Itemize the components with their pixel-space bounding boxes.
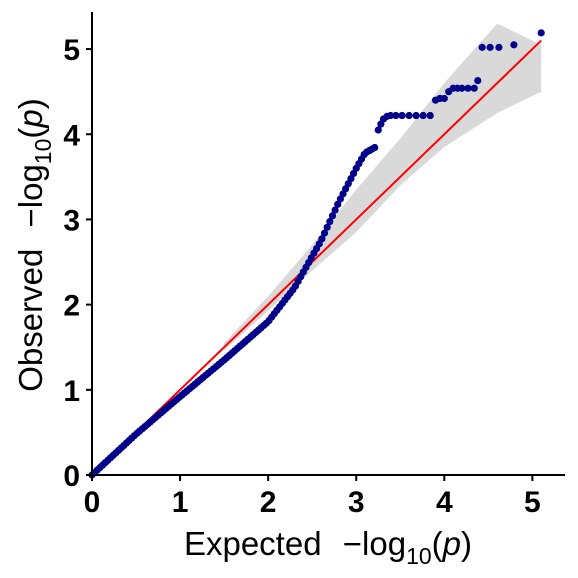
y-axis-title-open: ( <box>12 128 49 139</box>
x-axis-title-minus: − <box>343 525 362 562</box>
data-point <box>486 43 494 51</box>
data-point <box>419 111 427 120</box>
x-tick-label: 0 <box>84 486 101 519</box>
data-point <box>328 212 337 220</box>
reference-line-layer <box>91 39 542 476</box>
x-axis-title-close: ) <box>461 525 472 562</box>
y-axis-title-close: ) <box>12 98 49 109</box>
data-point <box>426 111 434 120</box>
data-point <box>371 143 379 152</box>
data-point <box>374 126 382 134</box>
data-point <box>495 43 503 51</box>
y-axis-title-prefix: Observed <box>12 249 49 392</box>
data-point <box>537 29 545 37</box>
reference-line <box>91 39 542 476</box>
x-tick-label: 3 <box>348 486 365 519</box>
data-point <box>331 206 339 214</box>
data-point <box>470 84 478 92</box>
data-point <box>318 235 326 243</box>
y-tick-label: 0 <box>63 460 80 493</box>
y-tick-label: 4 <box>63 119 80 152</box>
data-points-layer <box>88 29 545 479</box>
data-point <box>326 217 334 226</box>
x-axis-title: Expected −log10(p) <box>184 525 472 569</box>
data-point <box>398 111 406 120</box>
y-axis-title-log: log <box>12 164 49 208</box>
x-tick-label: 5 <box>524 486 541 519</box>
y-tick-label: 5 <box>63 34 80 67</box>
y-axis-title: Observed −log10(p) <box>12 98 56 392</box>
x-axis-title-open: ( <box>432 525 443 562</box>
data-point <box>334 200 342 208</box>
y-axis-title-minus: − <box>12 208 49 227</box>
data-point <box>458 84 466 92</box>
x-axis-title-log: log <box>362 525 406 562</box>
data-point <box>440 94 448 103</box>
data-point <box>510 41 518 49</box>
x-tick-label: 4 <box>436 486 453 519</box>
y-tick-label: 3 <box>63 204 80 237</box>
y-tick-label: 1 <box>63 375 80 408</box>
y-axis-title-var: p <box>12 109 49 128</box>
x-axis-title-var: p <box>442 525 461 562</box>
y-axis-title-base: 10 <box>30 139 56 165</box>
data-point <box>474 76 482 85</box>
y-tick-label: 2 <box>63 290 80 323</box>
x-tick-label: 2 <box>260 486 277 519</box>
axes <box>86 12 565 481</box>
data-point <box>392 111 400 120</box>
tick-labels: 0 1 2 3 4 5 0 1 2 3 4 5 <box>63 34 540 519</box>
x-tick-label: 1 <box>172 486 189 519</box>
data-point <box>386 111 395 120</box>
data-point <box>320 229 329 237</box>
data-point <box>464 84 472 92</box>
data-point <box>412 111 420 120</box>
data-point <box>323 223 331 231</box>
data-point <box>405 111 413 120</box>
x-axis-title-base: 10 <box>406 543 432 569</box>
data-point <box>478 43 486 51</box>
x-axis-title-prefix: Expected <box>184 525 322 562</box>
